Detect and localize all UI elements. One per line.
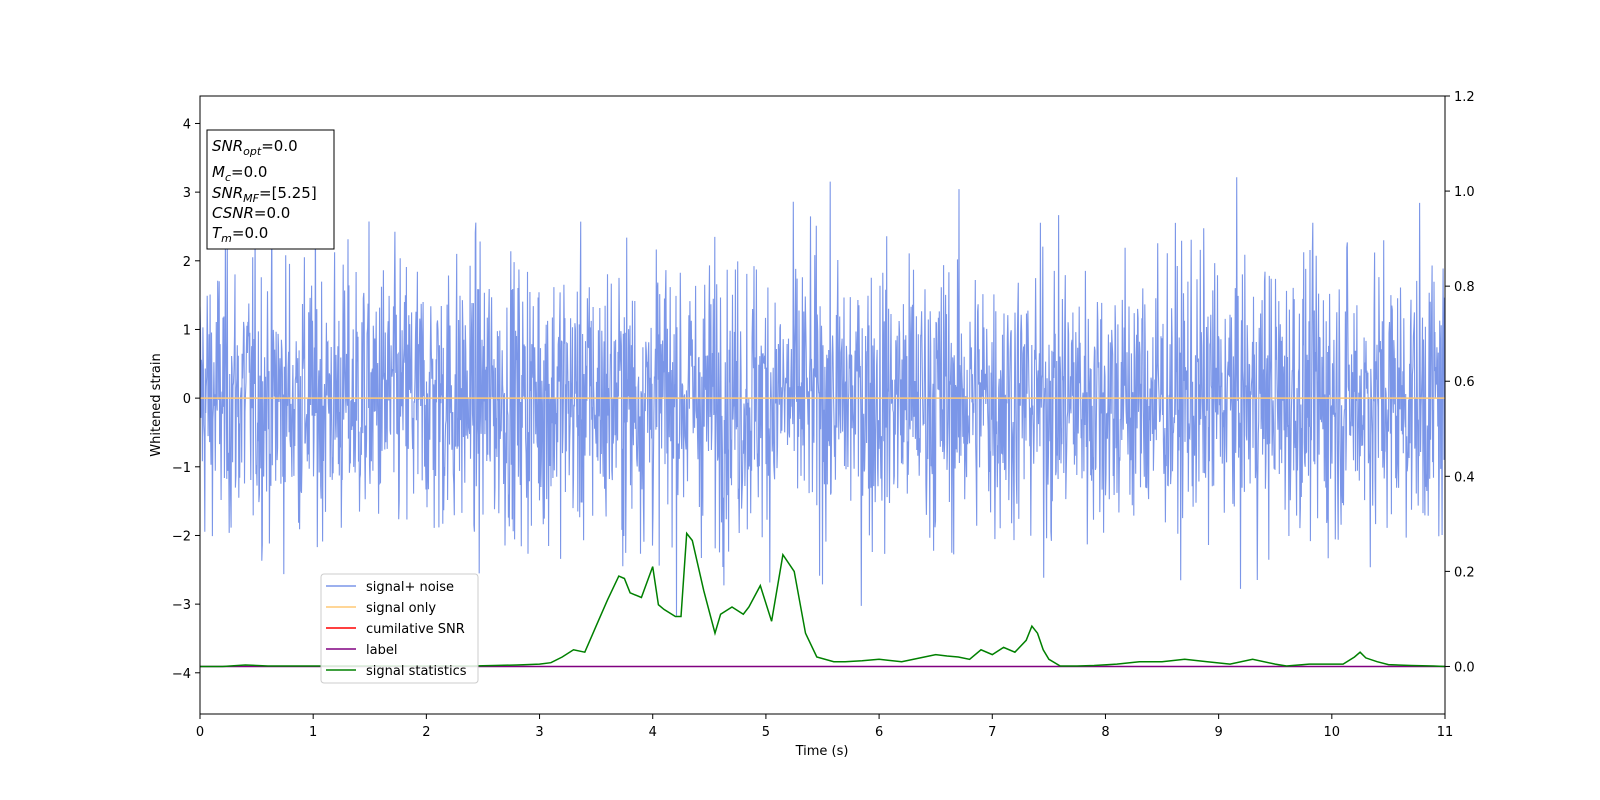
y-axis-right: 0.0 0.2 0.4 0.6 0.8 1.0 1.2: [1445, 90, 1475, 675]
y2-tick-label: 0.2: [1454, 565, 1475, 580]
signal-statistics-line: [200, 531, 1445, 668]
x-tick-label: 7: [988, 725, 996, 740]
legend-frame: [320, 573, 479, 684]
info-line: SNRopt=0.0: [212, 137, 298, 158]
signal-noise-line: [200, 177, 1445, 616]
legend: signal+ noise signal only cumilative SNR la…: [320, 573, 479, 684]
y-tick-label: 4: [183, 117, 191, 132]
x-tick-label: 6: [875, 725, 883, 740]
info-box-frame: [206, 129, 335, 250]
y-tick-label: −4: [172, 667, 191, 682]
y-tick-label: −1: [172, 461, 191, 476]
x-tick-label: 3: [535, 725, 543, 740]
x-tick-label: 9: [1214, 725, 1222, 740]
info-line: CSNR=0.0: [212, 204, 290, 222]
legend-label: signal statistics: [366, 664, 467, 679]
x-tick-label: 8: [1101, 725, 1109, 740]
y-tick-label: 3: [183, 186, 191, 201]
y-tick-label: −2: [172, 529, 191, 544]
y2-tick-label: 0.8: [1454, 280, 1475, 295]
x-tick-label: 2: [422, 725, 430, 740]
x-tick-label: 11: [1437, 725, 1454, 740]
legend-label: signal only: [366, 601, 436, 616]
x-tick-label: 5: [762, 725, 770, 740]
y2-tick-label: 1.2: [1454, 90, 1475, 105]
y-tick-label: 2: [183, 255, 191, 270]
y-tick-label: 1: [183, 323, 191, 338]
x-tick-label: 10: [1324, 725, 1341, 740]
x-tick-label: 4: [649, 725, 657, 740]
x-axis-label: Time (s): [795, 744, 849, 759]
y-axis-left: −4 −3 −2 −1 0 1 2 3 4: [172, 117, 200, 682]
x-tick-label: 0: [196, 725, 204, 740]
y-tick-label: 0: [183, 392, 191, 407]
legend-label: signal+ noise: [366, 580, 454, 595]
info-line: Tm=0.0: [212, 224, 268, 245]
legend-label: cumilative SNR: [366, 622, 465, 637]
y2-tick-label: 0.6: [1454, 375, 1475, 390]
x-tick-label: 1: [309, 725, 317, 740]
y-tick-label: −3: [172, 598, 191, 613]
y-axis-label: Whitened strain: [149, 353, 164, 456]
y2-tick-label: 0.0: [1454, 660, 1475, 675]
y2-tick-label: 0.4: [1454, 470, 1475, 485]
plot-frame: [199, 95, 1446, 715]
legend-label: label: [366, 643, 397, 658]
info-line: SNRMF=[5.25]: [212, 184, 317, 205]
x-axis: 0 1 2 3 4 5 6 7 8 9 10 11: [196, 714, 1453, 740]
y2-tick-label: 1.0: [1454, 185, 1475, 200]
info-line: Mc=0.0: [212, 163, 267, 184]
